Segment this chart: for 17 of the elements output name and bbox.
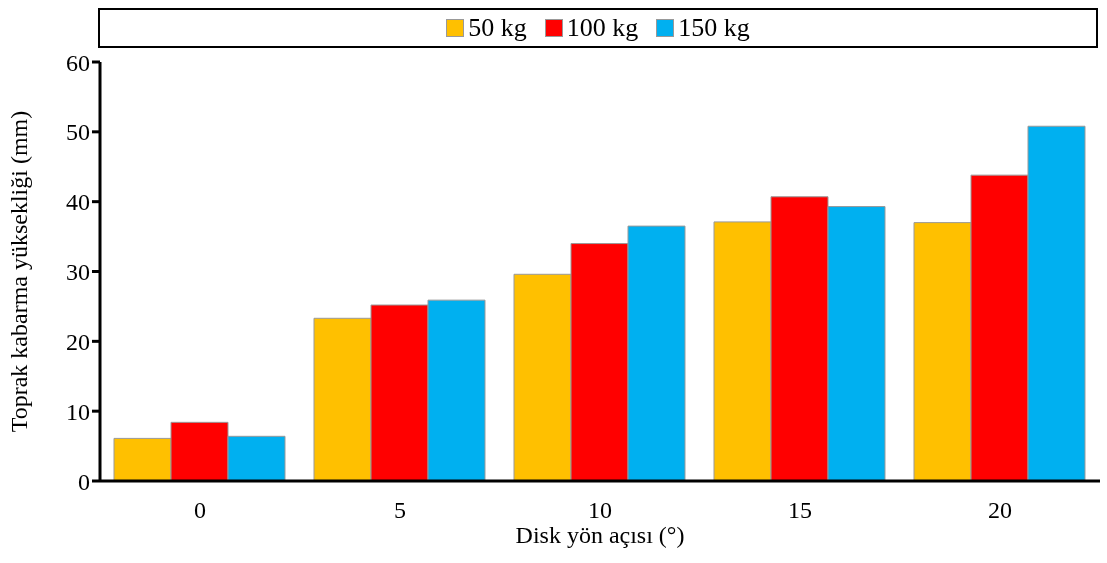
y-tick-label: 10: [66, 398, 90, 425]
y-tick-label: 20: [66, 328, 90, 355]
y-axis-title: Toprak kabarma yüksekliği (mm): [5, 110, 32, 433]
y-tick-label: 60: [66, 49, 90, 76]
x-tick-label: 20: [988, 497, 1012, 524]
y-tick-label: 30: [66, 259, 90, 286]
x-tick-label: 15: [788, 497, 812, 524]
x-axis-title: Disk yön açısı (°): [515, 522, 685, 548]
y-tick-label: 0: [78, 468, 90, 495]
x-tick-label: 10: [588, 497, 612, 524]
legend-label: 50 kg: [468, 13, 527, 43]
y-tick-label: 40: [66, 189, 90, 216]
legend-label: 150 kg: [678, 13, 750, 43]
x-tick-label: 0: [194, 497, 206, 524]
legend-label: 100 kg: [566, 13, 639, 43]
y-tick-label: 50: [66, 119, 90, 146]
x-tick-label: 5: [394, 497, 406, 524]
